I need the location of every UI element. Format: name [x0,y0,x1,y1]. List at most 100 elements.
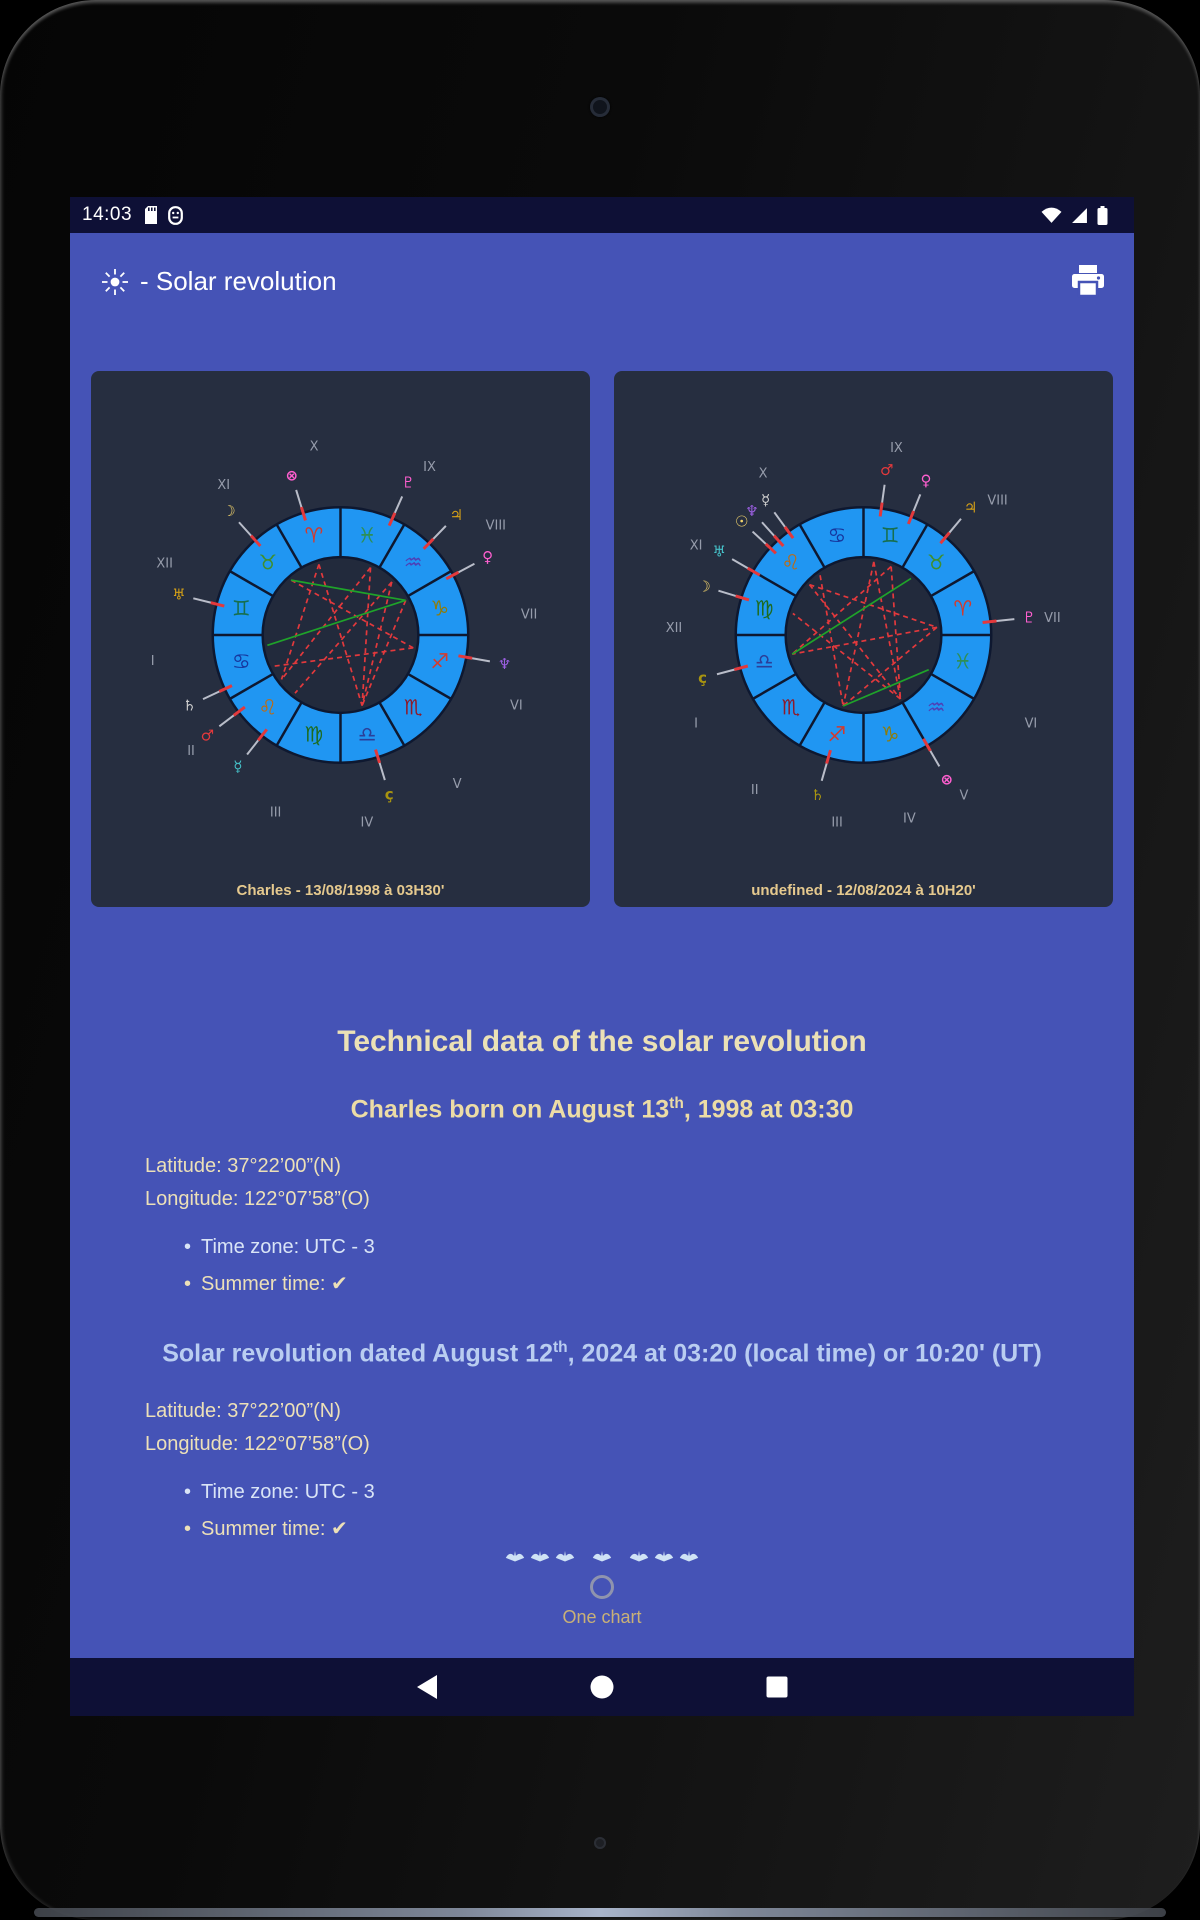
svg-text:♌: ♌ [258,696,277,720]
solar-timezone: Time zone: UTC - 3 [184,1474,1134,1511]
svg-text:IV: IV [361,815,374,830]
planet-markers: ☽ ⊗ ♇ ♃ ♀ ♆ ç ☿ ♂ ♄ ♅ [172,467,511,804]
tablet-bottom-rim [34,1908,1166,1917]
one-chart-label: One chart [562,1607,642,1627]
print-button[interactable] [1068,263,1108,301]
rear-camera-dot [594,1837,606,1849]
aspect-lines [267,564,414,706]
solar-chart-caption: undefined - 12/08/2024 à 10H20' [751,882,976,899]
status-bar: 14:03 [70,197,1134,233]
svg-text:♑: ♑ [430,596,449,620]
svg-text:♀: ♀ [920,471,931,489]
svg-text:X: X [310,440,319,455]
svg-text:♐: ♐ [828,722,847,746]
one-chart-radio[interactable] [590,1575,614,1599]
natal-chart-panel: ♈ ♓ ♒ ♑ ♐ ♏ ♎ ♍ ♌ ♋ ♊ ♉ ☽ ⊗ ♇ ♃ ♀ ♆ ç ☿ ♂ ♄ ♅ X XI XII I II III IV V VI… [91,371,590,907]
android-nav-bar [70,1658,1134,1716]
natal-latitude: Latitude: 37°22’00”(N) [145,1155,341,1178]
svg-text:♐: ♐ [430,650,449,674]
svg-text:♎: ♎ [358,722,377,746]
svg-text:♀: ♀ [482,548,493,566]
svg-text:♍: ♍ [305,722,324,746]
svg-text:♎: ♎ [755,650,774,674]
solar-latitude: Latitude: 37°22’00”(N) [145,1399,341,1422]
home-button[interactable] [589,1674,615,1700]
svg-text:♌: ♌ [781,550,800,574]
aspect-lines [791,561,938,707]
solar-heading: Solar revolution dated August 12th, 2024… [162,1339,1042,1368]
svg-text:♂: ♂ [880,461,893,479]
svg-text:⊗: ⊗ [941,770,954,788]
svg-text:♉: ♉ [258,550,277,574]
svg-text:♂: ♂ [201,726,214,744]
dove-icons-row [70,1549,1134,1563]
svg-text:V: V [960,788,969,803]
svg-text:♋: ♋ [232,650,251,674]
front-camera [590,97,610,117]
natal-heading: Charles born on August 13th, 1998 at 03:… [350,1095,854,1124]
natal-chart-caption: Charles - 13/08/1998 à 03H30' [236,882,445,899]
svg-text:♊: ♊ [881,524,900,548]
solar-longitude: Longitude: 122°07’58”(O) [145,1432,370,1455]
status-left-icons [144,205,183,225]
svg-text:♇: ♇ [1023,609,1036,627]
battery-icon [1097,205,1108,225]
svg-text:♄: ♄ [183,696,196,714]
zodiac-glyphs: ♈ ♓ ♒ ♑ ♐ ♏ ♎ ♍ ♌ ♋ ♊ ♉ [232,524,449,747]
svg-text:♄: ♄ [811,786,824,804]
svg-text:II: II [187,744,195,759]
svg-text:♅: ♅ [172,586,185,604]
dove-icon [555,1550,575,1562]
usb-connection-icon [168,205,183,225]
technical-data-section: Technical data of the solar revolution C… [70,1023,1134,1548]
svg-text:X: X [759,467,768,482]
zodiac-glyphs: ♋ ♊ ♉ ♈ ♓ ♒ ♑ ♐ ♏ ♎ ♍ ♌ [755,524,972,747]
svg-text:♋: ♋ [828,524,847,548]
svg-text:♆: ♆ [498,655,511,673]
printer-icon [1072,264,1104,297]
sun-icon [102,268,128,295]
svg-text:I: I [151,654,155,669]
svg-text:♏: ♏ [404,696,423,720]
svg-text:IX: IX [423,460,436,475]
svg-text:♊: ♊ [232,596,251,620]
svg-text:XI: XI [217,478,230,493]
planet-markers: ♅ ☉ ☿ ♂ ♀ ♃ ♇ ⊗ ♄ ç ☽ ♆ [697,461,1036,804]
svg-text:ç: ç [698,669,707,687]
svg-text:☽: ☽ [697,577,710,595]
solar-summer-time: Summer time: ✔ [184,1511,1134,1548]
svg-text:♑: ♑ [881,722,900,746]
svg-text:♆: ♆ [745,502,758,520]
clock: 14:03 [82,204,133,225]
svg-text:VI: VI [1025,717,1038,732]
charts-row: ♈ ♓ ♒ ♑ ♐ ♏ ♎ ♍ ♌ ♋ ♊ ♉ ☽ ⊗ ♇ ♃ ♀ ♆ ç ☿ ♂ ♄ ♅ X XI XII I II III IV V VI… [70,371,1134,907]
natal-summer-time: Summer time: ✔ [184,1266,1134,1303]
dove-icon [679,1550,699,1562]
svg-text:XI: XI [690,538,703,553]
svg-text:VII: VII [1044,611,1061,626]
natal-longitude: Longitude: 122°07’58”(O) [145,1188,370,1211]
svg-text:V: V [453,777,462,792]
svg-text:III: III [270,806,281,821]
natal-timezone: Time zone: UTC - 3 [184,1229,1134,1266]
svg-text:♒: ♒ [927,696,946,720]
svg-text:♏: ♏ [781,696,800,720]
svg-text:♓: ♓ [953,650,972,674]
cellular-signal-icon [1072,207,1087,223]
svg-text:♉: ♉ [927,550,946,574]
dove-icon [592,1550,612,1562]
recents-button[interactable] [765,1675,789,1699]
screen: 14:03 [70,197,1134,1716]
svg-text:XII: XII [666,621,683,636]
back-button[interactable] [415,1674,439,1700]
svg-text:♃: ♃ [964,498,977,516]
sd-card-icon [145,206,158,224]
wifi-icon [1041,207,1062,223]
svg-text:☽: ☽ [222,502,235,520]
svg-text:♒: ♒ [404,550,423,574]
natal-details-list: Time zone: UTC - 3 Summer time: ✔ [70,1229,1134,1303]
